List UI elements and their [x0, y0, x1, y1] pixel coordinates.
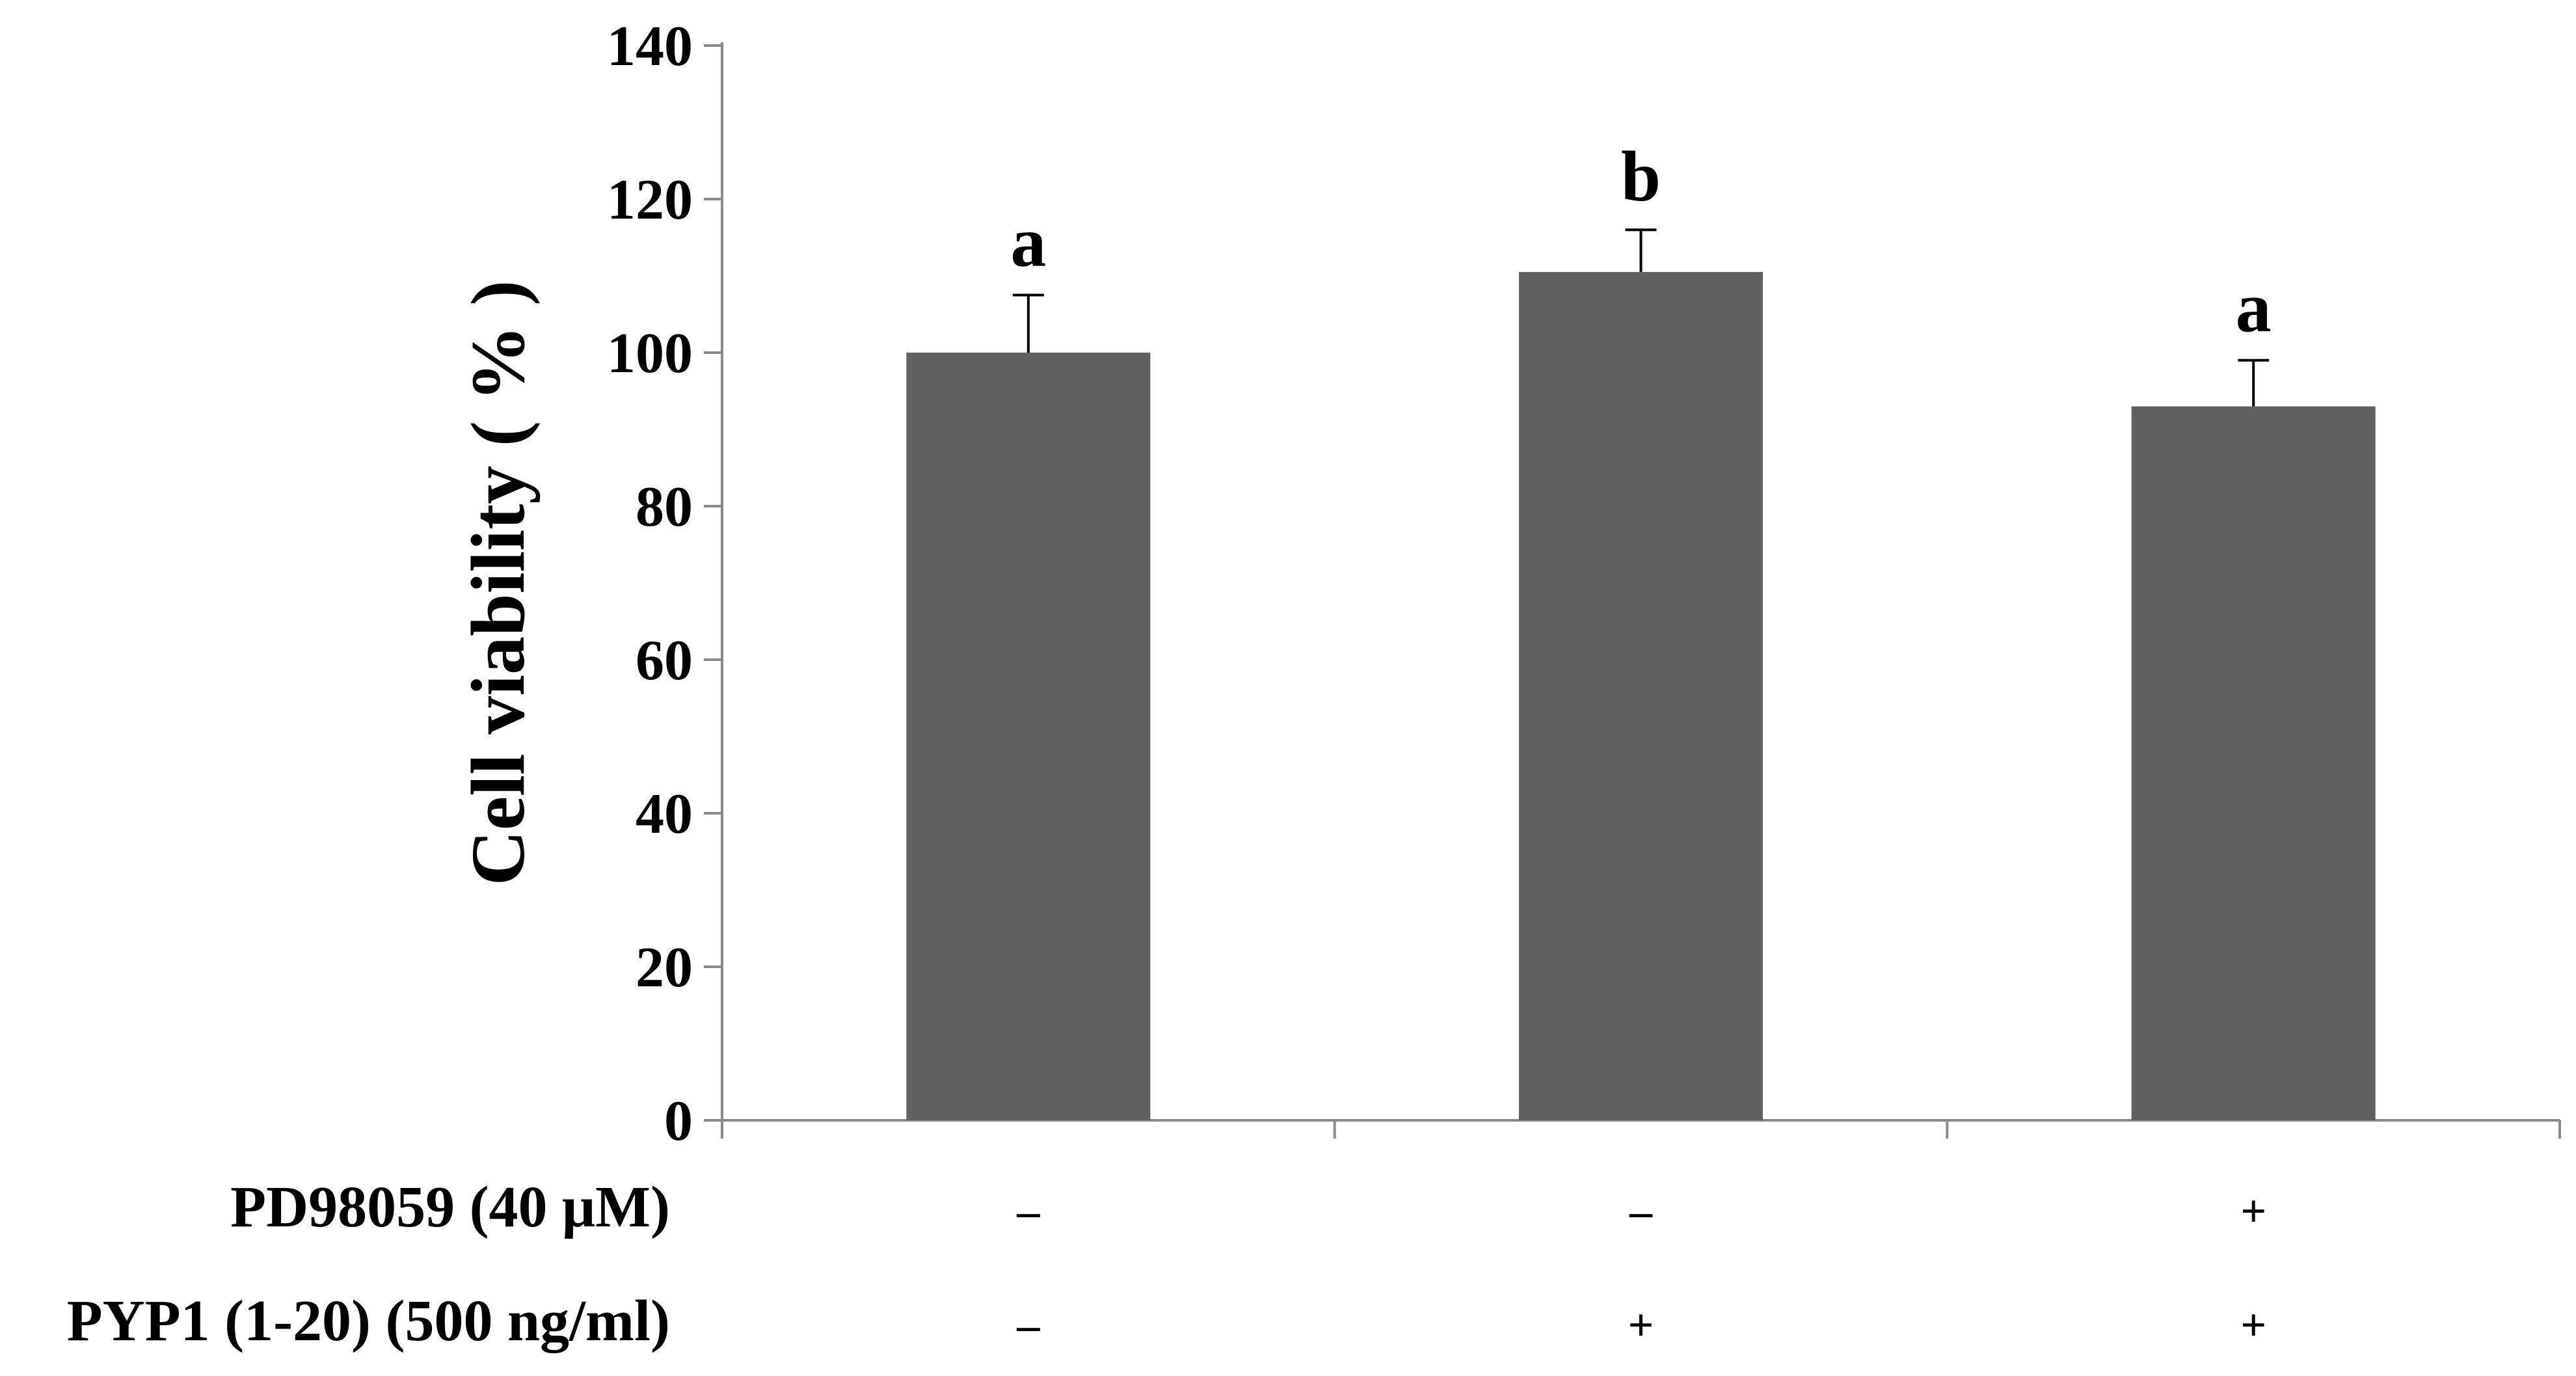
y-tick-label: 100 — [607, 322, 693, 385]
y-tick-label: 0 — [664, 1090, 693, 1153]
significance-letter: a — [1010, 202, 1046, 282]
bar — [2132, 407, 2376, 1120]
y-tick-label: 120 — [607, 169, 693, 232]
treatment-sign: + — [2240, 1301, 2266, 1351]
treatment-sign: + — [2240, 1187, 2266, 1237]
y-tick-label: 80 — [636, 476, 693, 539]
y-tick-label: 140 — [607, 15, 693, 78]
bar — [906, 353, 1150, 1120]
y-tick-label: 40 — [636, 783, 693, 846]
treatment-sign: + — [1628, 1301, 1654, 1351]
treatment-label: PYP1 (1-20) (500 ng/ml) — [67, 1289, 670, 1353]
bar — [1519, 272, 1763, 1120]
significance-letter: a — [2236, 267, 2272, 347]
treatment-sign: – — [1016, 1301, 1040, 1351]
treatment-label: PD98059 (40 μM) — [230, 1175, 670, 1239]
treatment-sign: – — [1016, 1187, 1040, 1237]
y-tick-label: 20 — [636, 936, 693, 999]
significance-letter: b — [1621, 137, 1661, 216]
y-axis-label: Cell viability ( % ) — [455, 280, 541, 886]
treatment-sign: – — [1629, 1187, 1653, 1237]
y-tick-label: 60 — [636, 629, 693, 692]
